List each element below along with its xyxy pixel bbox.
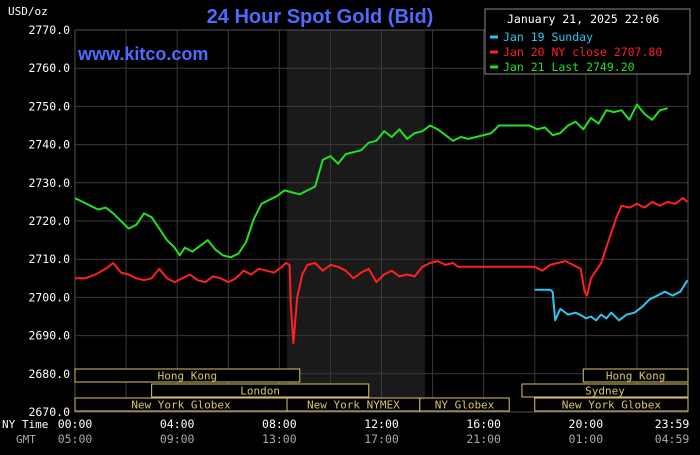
legend-label: Jan 19 Sunday [503, 30, 593, 44]
x-tick-label-ny: 08:00 [262, 417, 297, 431]
y-tick-label: 2700.0 [28, 290, 70, 304]
x-axis-title-ny: NY Time [2, 418, 48, 431]
series-line-3 [74, 103, 668, 259]
series-line-2 [75, 197, 689, 345]
session-box [74, 368, 301, 383]
y-tick-label: 2710.0 [28, 252, 70, 266]
kitco-watermark: www.kitco.com [77, 44, 208, 64]
x-tick-label-ny: 12:00 [364, 417, 399, 431]
session-label: London [240, 385, 280, 398]
y-tick-label: 2760.0 [28, 61, 70, 75]
y-tick-label: 2770.0 [28, 23, 70, 37]
y-tick-label: 2680.0 [28, 367, 70, 381]
x-tick-label-ny: 04:00 [160, 417, 195, 431]
session-box [534, 397, 689, 412]
x-tick-label-ny: 16:00 [466, 417, 501, 431]
session-box [151, 383, 370, 398]
price-series [74, 103, 689, 345]
x-tick-label-gmt: 04:59 [655, 432, 690, 446]
session-label: NY Globex [435, 399, 495, 412]
x-tick-label-gmt: 17:00 [364, 432, 399, 446]
x-tick-label-gmt: 13:00 [262, 432, 297, 446]
x-tick-label-gmt: 21:00 [466, 432, 501, 446]
legend-box [484, 8, 691, 75]
x-tick-label-ny: 00:00 [58, 417, 93, 431]
session-label: Hong Kong [158, 370, 218, 383]
y-tick-label: 2730.0 [28, 176, 70, 190]
session-label: New York Globex [131, 399, 231, 412]
session-box [419, 397, 510, 412]
legend-label: Jan 21 Last 2749.20 [503, 60, 635, 74]
x-tick-label-gmt: 05:00 [58, 432, 93, 446]
x-tick-label-ny: 23:59 [655, 417, 690, 431]
timestamp: January 21, 2025 22:06 [507, 12, 659, 26]
chart-title: 24 Hour Spot Gold (Bid) [207, 6, 434, 28]
y-tick-label: 2720.0 [28, 214, 70, 228]
y-tick-label: 2690.0 [28, 329, 70, 343]
y-tick-label: 2750.0 [28, 99, 70, 113]
y-axis: 2770.0 2760.0 2750.0 2740.0 2730.0 2720.0 2710… [28, 23, 70, 419]
x-tick-label-ny: 20:00 [569, 417, 604, 431]
session-label: New York Globex [562, 399, 662, 412]
y-tick-label: 2670.0 [28, 405, 70, 419]
session-box [582, 368, 689, 383]
y-tick-label: 2740.0 [28, 138, 70, 152]
x-tick-label-gmt: 09:00 [160, 432, 195, 446]
session-box [521, 383, 689, 398]
session-label: New York NYMEX [307, 399, 400, 412]
series-line-1 [534, 279, 689, 322]
x-tick-label-gmt: 01:00 [569, 432, 604, 446]
legend: January 21, 2025 22:06 Jan 19 SundayJan … [484, 8, 691, 75]
legend-label: Jan 20 NY close 2707.80 [503, 45, 662, 59]
plot-frame [74, 29, 689, 413]
x-axis-title-gmt: GMT [16, 433, 36, 446]
y-axis-title: USD/oz [8, 5, 48, 18]
session-label: Sydney [585, 385, 625, 398]
grid-lines [74, 29, 689, 413]
session-label: Hong Kong [606, 370, 666, 383]
